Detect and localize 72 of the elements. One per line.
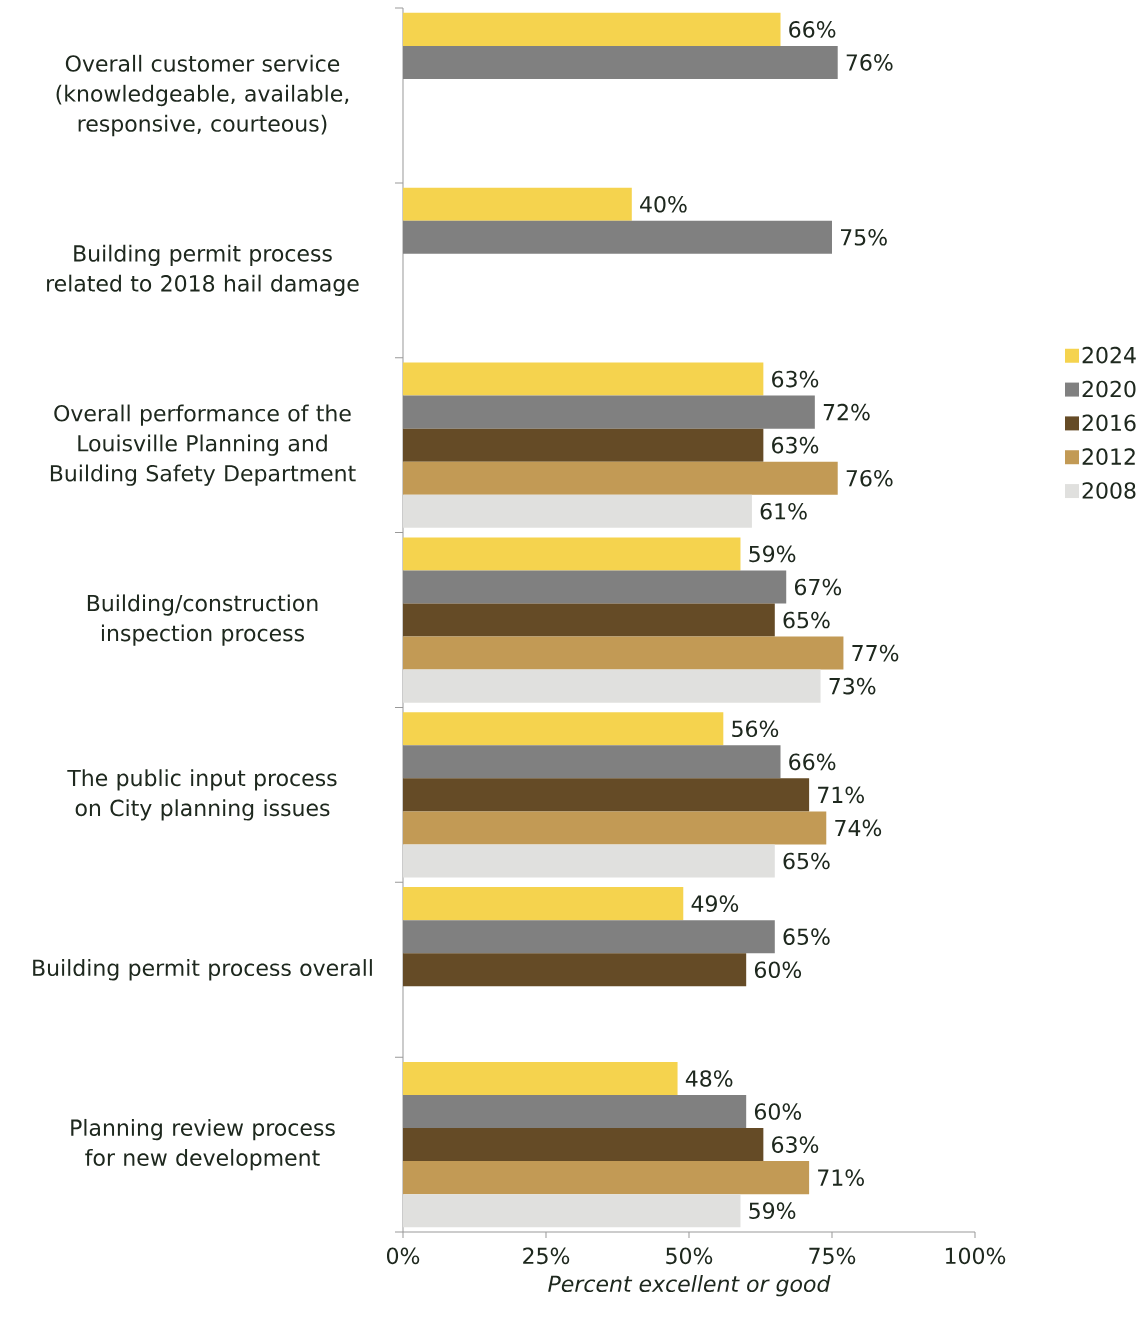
- data-label: 40%: [640, 195, 687, 213]
- bar: [402, 669, 821, 703]
- bar: [402, 428, 764, 462]
- data-label: 59%: [749, 545, 796, 563]
- data-label: 71%: [818, 786, 864, 804]
- bar: [402, 461, 838, 495]
- data-label: 61%: [760, 502, 807, 520]
- bar: [402, 537, 741, 571]
- y-tick-label: Building permit process related to 2018 hail damage: [47, 244, 359, 296]
- bar: [402, 12, 781, 46]
- bar: [402, 603, 775, 637]
- data-label: 63%: [772, 436, 819, 454]
- y-tick-label: The public input process on City planning issues: [67, 769, 337, 821]
- bar: [402, 494, 752, 528]
- bar: [402, 362, 764, 396]
- data-label: 60%: [754, 1103, 802, 1120]
- data-label: 63%: [772, 370, 819, 388]
- x-tick-label: 0%: [386, 1247, 420, 1265]
- bar: [402, 187, 632, 221]
- data-label: 72%: [823, 403, 870, 421]
- data-label: 66%: [789, 753, 836, 771]
- data-label: 63%: [772, 1136, 819, 1153]
- x-tick-label: 50%: [666, 1247, 713, 1265]
- bar: [402, 778, 810, 812]
- bar: [402, 920, 775, 954]
- x-tick-label: 25%: [523, 1247, 570, 1265]
- bar: [402, 887, 684, 921]
- x-axis-title: Percent excellent or good: [548, 1275, 831, 1297]
- data-label: 65%: [783, 852, 830, 870]
- bar: [402, 1128, 764, 1162]
- data-label: 65%: [783, 928, 830, 946]
- bar: [402, 712, 724, 746]
- legend-label: 2012: [1082, 448, 1135, 465]
- data-label: 67%: [794, 578, 842, 596]
- data-label: 49%: [691, 895, 739, 912]
- data-label: 56%: [732, 720, 779, 738]
- bar: [402, 1095, 747, 1129]
- bar: [402, 395, 815, 429]
- y-tick-label: Overall customer service (knowledgeable, available, responsive, courteous): [56, 54, 349, 137]
- data-label: 75%: [841, 228, 887, 246]
- data-label: 76%: [846, 469, 893, 487]
- data-label: 77%: [852, 644, 899, 662]
- data-label: 59%: [749, 1202, 796, 1219]
- bar: [402, 1161, 810, 1195]
- legend-label: 2020: [1082, 380, 1136, 398]
- bar: [402, 811, 827, 845]
- bar: [402, 636, 844, 670]
- data-label: 71%: [818, 1169, 864, 1186]
- data-label: 65%: [783, 611, 830, 629]
- legend-label: 2008: [1082, 482, 1136, 499]
- data-label: 60%: [754, 961, 802, 979]
- bar: [402, 45, 838, 79]
- data-label: 73%: [829, 677, 876, 695]
- bar: [402, 1194, 741, 1228]
- bar: [402, 220, 832, 254]
- y-tick-label: Building permit process overall: [33, 959, 372, 981]
- x-tick-label: 100%: [945, 1247, 1006, 1265]
- y-tick-label: Overall performance of the Louisville Planning and Building Safety Department: [50, 404, 356, 486]
- y-tick-label: Building/construction inspection process: [87, 594, 318, 646]
- data-label: 76%: [846, 54, 893, 71]
- bar: [402, 745, 781, 779]
- bar: [402, 1061, 678, 1096]
- bar: [402, 953, 747, 987]
- bar: [402, 570, 787, 604]
- legend-label: 2024: [1082, 346, 1136, 364]
- data-label: 66%: [789, 21, 836, 38]
- x-tick-label: 75%: [809, 1247, 856, 1265]
- data-label: 48%: [685, 1070, 733, 1087]
- data-label: 74%: [835, 819, 882, 837]
- legend-label: 2016: [1082, 414, 1136, 432]
- y-tick-label: Planning review process for new development: [71, 1118, 335, 1171]
- bar: [402, 844, 775, 878]
